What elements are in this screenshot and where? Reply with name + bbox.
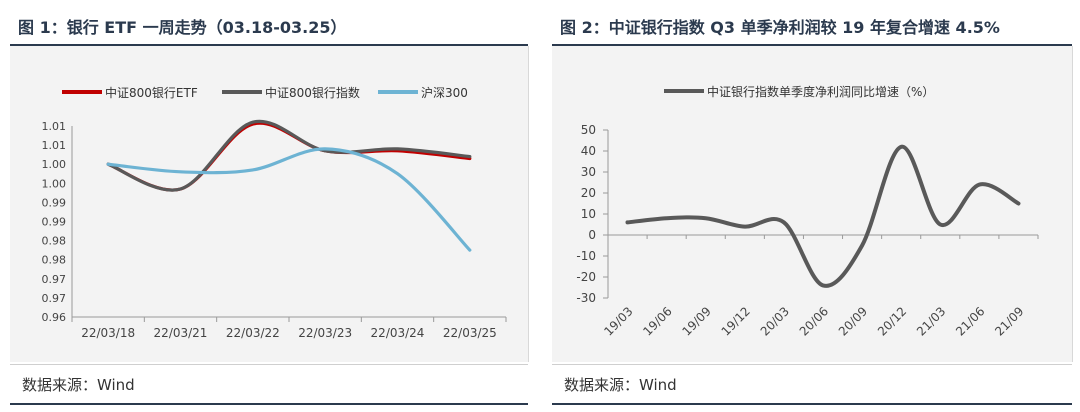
data-point-1 [860,244,864,247]
figure-2-plot-area: 中证银行指数单季度净利润同比增速（%） -30 -20 -10 0 10 20 30 40 50 1… [552,46,1073,362]
figure-1-title-bar: 图 1：银行 ETF 一周走势（03.18-03.25） [10,6,528,46]
legend-label-1: 中证800银行ETF [105,85,198,100]
y-tick-label: 10 [581,207,596,221]
figure-1-panel: 图 1：银行 ETF 一周走势（03.18-03.25） 中证800银行ETF 中… [10,6,529,405]
data-point-2 [251,120,255,124]
x-tick-label: 21/06 [953,304,987,338]
figure-2-title: 图 2：中证银行指数 Q3 单季净利润较 19 年复合增速 4.5% [560,18,1000,37]
y-tick-label: 0.99 [42,216,67,229]
data-point-1 [743,225,747,229]
x-tick-label: 22/03/18 [81,326,135,340]
data-point-3 [179,170,182,174]
x-tick-label: 20/06 [797,304,831,338]
x-tick-label: 22/03/24 [371,326,425,340]
y-tick-label: 0.98 [42,235,67,248]
x-tick-label: 19/09 [679,304,713,338]
figure-1-chart: 中证800银行ETF 中证800银行指数 沪深300 0.96 0.97 0.97 0.98… [42,85,507,340]
figure-2-source: 数据来源：Wind [564,376,677,394]
data-point-1 [704,216,708,220]
data-point-3 [396,172,399,175]
x-tick-label: 22/03/25 [443,326,497,340]
y-tick-label: 0.97 [42,273,67,286]
data-point-1 [821,283,825,287]
y-tick-label: 20 [581,186,596,200]
data-point-1 [665,216,669,220]
y-tick-label: 0 [588,228,596,242]
data-point-2 [396,147,399,151]
x-tick-label: 22/03/23 [298,326,352,340]
x-tick-label: 21/09 [992,304,1026,338]
figure-1-source: 数据来源：Wind [22,376,135,394]
data-point-3 [323,147,327,151]
x-tick-label: 20/03 [758,304,792,338]
series-line-2 [106,119,472,192]
data-point-1 [938,223,942,226]
legend-label-1: 中证银行指数单季度净利润同比增速（%） [707,84,934,99]
x-tick-label: 19/12 [719,304,753,338]
y-tick-label: 1.01 [42,139,67,152]
y-tick-label: -10 [576,249,596,263]
x-tick-label: 19/03 [601,304,635,338]
x-tick-label: 22/03/22 [226,326,280,340]
y-tick-label: 0.99 [42,196,67,209]
x-tick-label: 21/03 [914,304,948,338]
y-tick-label: 0.97 [42,292,67,305]
x-tick-label: 20/09 [836,304,870,338]
y-tick-label: 0.96 [42,311,67,324]
data-point-3 [251,168,255,172]
figure-2-footer: 数据来源：Wind [552,364,1072,405]
y-tick-label: 1.00 [42,158,67,171]
data-point-1 [626,220,630,224]
y-tick-label: 30 [581,165,596,179]
data-point-3 [468,248,472,252]
figure-1-title: 图 1：银行 ETF 一周走势（03.18-03.25） [18,18,347,37]
data-point-3 [106,163,110,166]
x-tick-label: 22/03/21 [154,326,208,340]
data-point-1 [1016,202,1020,205]
figure-2-chart: 中证银行指数单季度净利润同比增速（%） -30 -20 -10 0 10 20 30 40 50 1… [576,84,1039,339]
x-tick-label: 20/12 [875,304,909,338]
figure-2-title-bar: 图 2：中证银行指数 Q3 单季净利润较 19 年复合增速 4.5% [552,6,1072,46]
y-tick-label: -30 [576,291,596,305]
figure-1-plot-area: 中证800银行ETF 中证800银行指数 沪深300 0.96 0.97 0.97 0.98… [10,46,529,362]
y-tick-label: -20 [576,270,596,284]
data-point-2 [468,155,472,158]
data-point-1 [977,183,981,187]
y-tick-label: 50 [581,123,596,137]
legend-label-3: 沪深300 [421,86,468,100]
y-tick-label: 1.01 [42,120,67,133]
figure-1-footer: 数据来源：Wind [10,364,528,405]
figure-2-panel: 图 2：中证银行指数 Q3 单季净利润较 19 年复合增速 4.5% 中证银行指… [552,6,1073,405]
y-tick-label: 1.00 [42,177,67,190]
series-line-3 [106,147,472,252]
x-tick-label: 19/06 [640,304,674,338]
series-line-1 [625,144,1021,288]
data-point-2 [179,187,182,191]
y-tick-label: 0.98 [42,254,67,267]
data-point-1 [899,145,903,149]
legend-label-2: 中证800银行指数 [265,85,360,100]
y-tick-label: 40 [581,144,596,158]
data-point-1 [782,220,786,224]
